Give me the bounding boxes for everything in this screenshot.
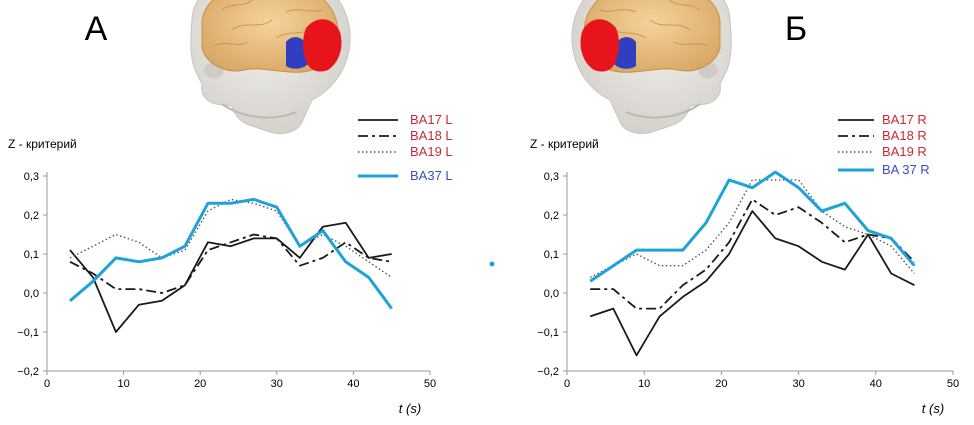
- brain-gyrus: [213, 41, 249, 47]
- x-tick-label: 0: [564, 378, 570, 390]
- y-tick-label: −0,2: [17, 366, 39, 378]
- y-tick-label: 0,1: [544, 249, 559, 261]
- x-axis-label: t (s): [922, 401, 944, 416]
- series-line-ba37-l: [69, 197, 393, 310]
- legend-label: BA17 L: [410, 112, 453, 127]
- series-line-ba17-r: [589, 210, 915, 357]
- region-occipital: [580, 19, 619, 72]
- series-line-ba17-l: [69, 221, 392, 333]
- region-ba37: [286, 37, 308, 69]
- x-tick-label: 20: [715, 378, 727, 390]
- stray-dot: [489, 261, 495, 267]
- jaw-line: [625, 103, 701, 119]
- x-axis-label: t (s): [399, 401, 421, 416]
- series-line-ba19-l: [69, 198, 393, 278]
- region-ba37: [614, 37, 636, 69]
- brain-gyrus: [599, 9, 637, 13]
- brain-illustration: [571, 0, 732, 135]
- y-axis-label: Z - критерий: [530, 137, 599, 151]
- brain-illustration: [190, 0, 351, 135]
- x-tick-label: 30: [271, 378, 283, 390]
- x-tick-label: 0: [44, 378, 50, 390]
- brain-gyrus: [221, 0, 253, 11]
- y-tick-label: 0,3: [544, 171, 559, 183]
- series-line-ba19-r: [589, 179, 915, 279]
- legend-label: BA19 R: [882, 144, 927, 159]
- y-tick-label: 0,2: [544, 210, 559, 222]
- x-tick-label: 30: [792, 378, 804, 390]
- legend-label: BA19 L: [410, 144, 453, 159]
- y-tick-label: 0,0: [544, 288, 559, 300]
- brain-gyrus: [673, 41, 709, 47]
- series-line-ba18-l: [69, 233, 392, 294]
- brain-gyrus: [669, 0, 701, 11]
- panel-a: А Z - критерий −0,2 −0,1 0,0 0,1 0,2 0,3 0 10 20 30…: [8, 0, 453, 416]
- y-axis-label: Z - критерий: [8, 137, 77, 151]
- series-line-ba-37-r: [589, 170, 916, 283]
- x-tick-label: 10: [117, 378, 129, 390]
- legend-label: BA18 R: [882, 128, 927, 143]
- y-tick-label: 0,0: [24, 288, 39, 300]
- panel-b: Б Z - критерий −0,2 −0,1 0,0 0,1 0,2 0,3 0 10 20 30…: [530, 0, 959, 416]
- legend-label: BA18 L: [410, 128, 453, 143]
- brain-gyrus: [285, 9, 323, 13]
- y-tick-label: 0,3: [24, 171, 39, 183]
- y-tick-label: 0,1: [24, 249, 39, 261]
- region-occipital: [303, 19, 342, 72]
- panel-letter: Б: [785, 10, 807, 48]
- y-tick-label: −0,1: [17, 327, 39, 339]
- panel-letter: А: [85, 10, 108, 48]
- x-tick-label: 20: [194, 378, 206, 390]
- x-tick-label: 50: [424, 378, 436, 390]
- y-tick-label: 0,2: [24, 210, 39, 222]
- x-tick-label: 40: [870, 378, 882, 390]
- legend-label: BA17 R: [882, 112, 927, 127]
- x-tick-label: 40: [347, 378, 359, 390]
- jaw-line: [221, 103, 297, 119]
- legend-label: BA37 L: [410, 168, 453, 183]
- brain-gyrus: [649, 19, 691, 31]
- x-tick-label: 10: [638, 378, 650, 390]
- y-tick-label: −0,1: [537, 327, 559, 339]
- legend-label: BA 37 R: [882, 162, 930, 177]
- brain-gyrus: [231, 19, 273, 31]
- y-tick-label: −0,2: [537, 366, 559, 378]
- x-tick-label: 50: [947, 378, 959, 390]
- series-line-ba18-r: [590, 198, 916, 310]
